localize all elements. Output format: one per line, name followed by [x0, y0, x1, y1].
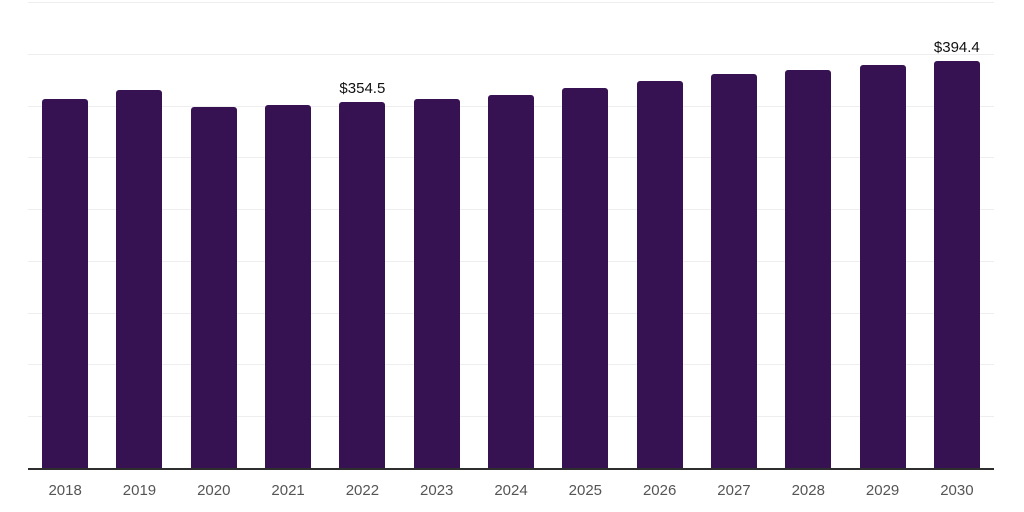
- x-tick-2020: 2020: [197, 482, 231, 499]
- x-tick-2029: 2029: [865, 482, 900, 499]
- x-axis-labels: 2018 2019 2020 2021 2022 2023 2024 2025 2026 2027…: [28, 483, 994, 498]
- x-tick-2030: 2030: [940, 482, 974, 499]
- x-tick-2022: 2022: [345, 482, 380, 499]
- bar-2024[interactable]: [488, 94, 534, 469]
- x-tick-2026: 2026: [642, 482, 677, 499]
- bar-2025[interactable]: [562, 87, 609, 469]
- x-tick-2021: 2021: [271, 482, 305, 499]
- gridline: [28, 53, 994, 55]
- bar-2018[interactable]: [42, 99, 89, 469]
- x-tick-2023: 2023: [420, 482, 454, 499]
- bar-2020[interactable]: [190, 106, 237, 469]
- x-tick-2025: 2025: [568, 482, 603, 499]
- x-tick-2028: 2028: [791, 482, 825, 499]
- bar-2030[interactable]: [933, 60, 980, 469]
- bar-2021[interactable]: [265, 105, 312, 469]
- x-axis-line: [28, 468, 994, 470]
- gridline: [28, 2, 994, 3]
- x-tick-2027: 2027: [717, 482, 751, 499]
- plot-area: $354.5 $394.4: [28, 2, 994, 469]
- bar-2027[interactable]: [710, 73, 757, 469]
- bar-2029[interactable]: [859, 65, 906, 469]
- bar-2028[interactable]: [785, 69, 832, 469]
- bar-2026[interactable]: [636, 81, 683, 469]
- x-tick-2019: 2019: [122, 482, 157, 499]
- value-label-2022: $354.5: [339, 79, 386, 97]
- bar-2019[interactable]: [116, 90, 163, 469]
- x-tick-2024: 2024: [494, 482, 528, 499]
- bar-2023[interactable]: [413, 98, 460, 469]
- value-label-2030: $394.4: [933, 38, 980, 56]
- bar-2022[interactable]: [339, 101, 386, 469]
- x-tick-2018: 2018: [48, 482, 82, 499]
